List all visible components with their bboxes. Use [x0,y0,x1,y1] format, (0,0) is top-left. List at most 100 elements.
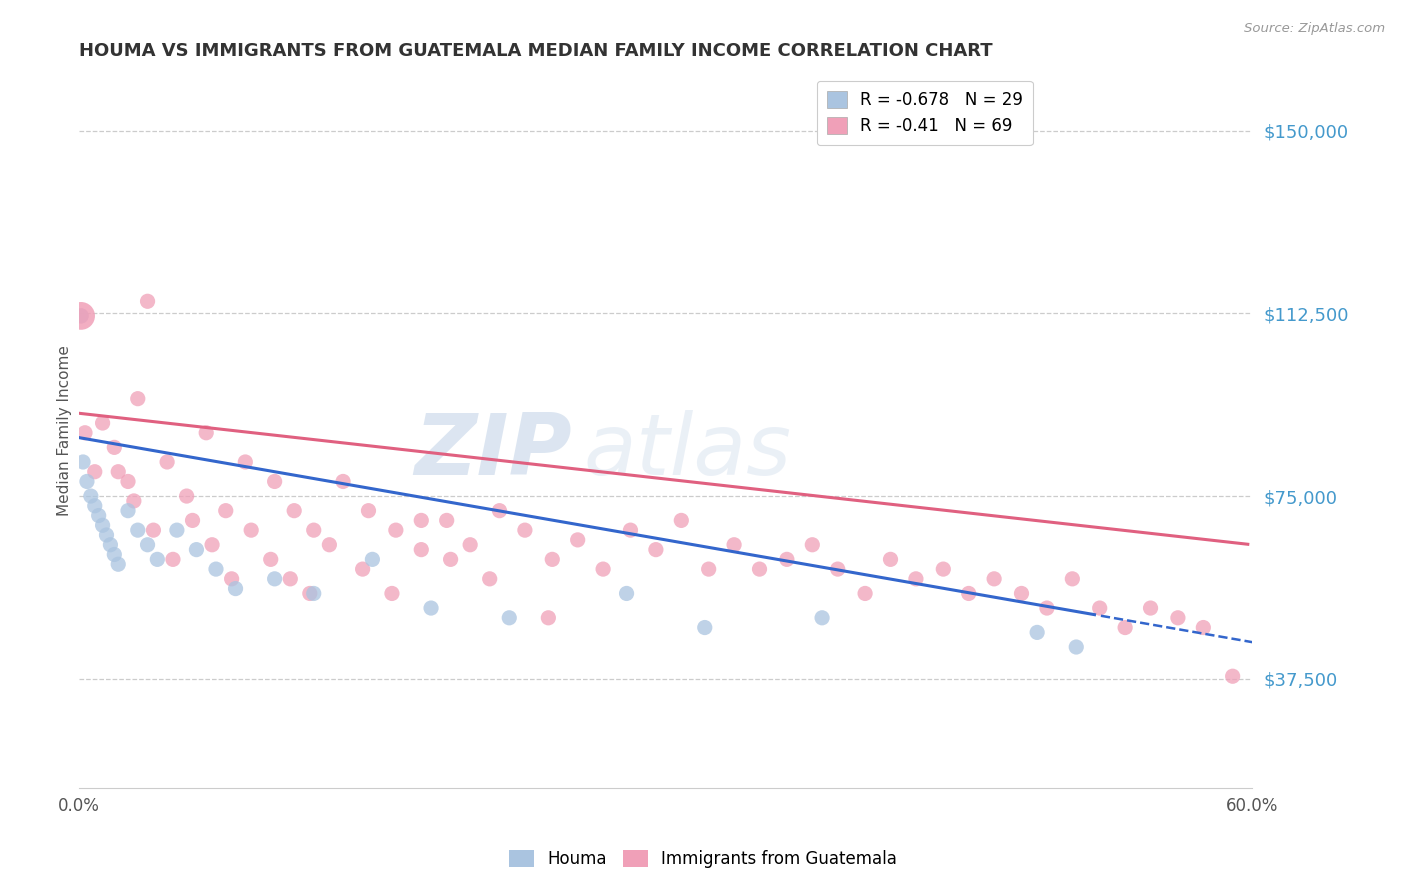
Point [186,542,208,557]
Point [146,552,169,566]
Point [103,548,125,562]
Point [302,523,325,537]
Point [318,538,340,552]
Point [117,475,139,489]
Point [176,489,198,503]
Point [1167,611,1189,625]
Point [70,309,93,323]
Point [697,562,720,576]
Point [260,552,283,566]
Point [1026,625,1049,640]
Point [136,294,159,309]
Point [283,504,305,518]
Point [225,582,247,596]
Point [644,542,666,557]
Point [1064,640,1087,654]
Point [136,538,159,552]
Point [957,586,980,600]
Point [83,465,105,479]
Point [357,504,380,518]
Point [80,489,103,503]
Point [100,538,122,552]
Legend: Houma, Immigrants from Guatemala: Houma, Immigrants from Guatemala [502,843,904,875]
Point [458,538,481,552]
Point [1114,621,1136,635]
Point [70,309,93,323]
Point [142,523,165,537]
Point [103,441,125,455]
Point [96,528,118,542]
Point [1036,601,1059,615]
Point [91,518,114,533]
Point [201,538,224,552]
Point [932,562,955,576]
Point [298,586,321,600]
Point [1139,601,1161,615]
Point [513,523,536,537]
Point [1062,572,1084,586]
Point [541,552,564,566]
Point [195,425,218,440]
Point [215,504,238,518]
Point [537,611,560,625]
Point [127,392,149,406]
Point [879,552,901,566]
Point [117,504,139,518]
Point [302,586,325,600]
Text: Source: ZipAtlas.com: Source: ZipAtlas.com [1244,22,1385,36]
Text: HOUMA VS IMMIGRANTS FROM GUATEMALA MEDIAN FAMILY INCOME CORRELATION CHART: HOUMA VS IMMIGRANTS FROM GUATEMALA MEDIA… [79,42,993,60]
Point [156,455,179,469]
Point [233,455,256,469]
Point [76,475,98,489]
Point [439,552,461,566]
Point [1011,586,1033,600]
Point [240,523,263,537]
Point [827,562,849,576]
Point [983,572,1005,586]
Point [748,562,770,576]
Point [619,523,641,537]
Point [127,523,149,537]
Legend: R = -0.678   N = 29, R = -0.41   N = 69: R = -0.678 N = 29, R = -0.41 N = 69 [817,81,1033,145]
Point [385,523,408,537]
Point [83,499,105,513]
Point [278,572,301,586]
Point [801,538,824,552]
Point [221,572,243,586]
Point [72,455,94,469]
Point [361,552,384,566]
Point [411,542,433,557]
Point [263,475,285,489]
Point [1222,669,1244,683]
Point [776,552,799,566]
Point [904,572,927,586]
Point [87,508,110,523]
Point [73,425,96,440]
Point [498,611,520,625]
Point [263,572,285,586]
Text: ZIP: ZIP [415,410,572,493]
Point [1192,621,1215,635]
Point [107,465,129,479]
Point [107,558,129,572]
Text: atlas: atlas [583,410,792,493]
Y-axis label: Median Family Income: Median Family Income [58,345,72,516]
Point [411,513,433,527]
Point [853,586,876,600]
Point [166,523,188,537]
Point [122,494,145,508]
Point [70,309,93,323]
Point [693,621,716,635]
Point [181,513,204,527]
Point [91,416,114,430]
Point [723,538,745,552]
Point [592,562,614,576]
Point [616,586,638,600]
Point [811,611,834,625]
Point [567,533,589,547]
Point [205,562,228,576]
Point [162,552,184,566]
Point [381,586,404,600]
Point [478,572,501,586]
Point [488,504,510,518]
